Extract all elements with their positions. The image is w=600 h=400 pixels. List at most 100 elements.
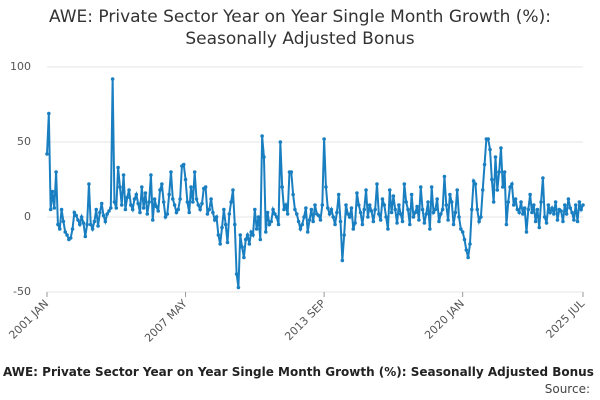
point xyxy=(568,206,573,210)
point xyxy=(220,225,224,230)
point xyxy=(304,206,308,210)
point xyxy=(522,206,527,210)
point xyxy=(229,200,233,204)
point xyxy=(453,210,458,215)
point xyxy=(223,222,228,227)
point xyxy=(502,170,507,174)
point xyxy=(561,219,565,224)
point xyxy=(207,207,212,212)
point xyxy=(418,185,423,189)
point xyxy=(386,227,390,231)
point xyxy=(185,200,190,204)
point xyxy=(464,248,469,252)
point xyxy=(214,215,219,219)
point xyxy=(521,212,525,216)
point xyxy=(530,210,534,215)
point xyxy=(375,182,379,186)
point xyxy=(130,207,135,212)
point xyxy=(196,203,201,207)
point xyxy=(500,185,505,189)
point xyxy=(57,227,62,231)
point xyxy=(269,219,274,224)
point xyxy=(577,200,582,204)
point xyxy=(548,210,552,215)
point xyxy=(417,218,421,222)
point xyxy=(134,192,139,197)
point xyxy=(564,212,569,216)
point xyxy=(253,207,257,212)
point xyxy=(129,203,133,207)
point xyxy=(225,240,230,245)
point xyxy=(174,210,179,215)
point xyxy=(183,177,188,182)
point xyxy=(466,255,470,260)
point xyxy=(313,203,317,207)
point xyxy=(247,242,252,246)
point xyxy=(194,197,199,201)
point xyxy=(61,219,66,224)
point xyxy=(324,185,328,189)
point xyxy=(79,215,84,219)
point xyxy=(65,233,69,237)
point xyxy=(85,222,89,227)
point xyxy=(78,222,82,227)
point xyxy=(216,233,221,237)
point xyxy=(486,137,490,141)
point xyxy=(513,197,518,201)
point xyxy=(406,207,410,212)
point xyxy=(245,233,250,237)
x-tick-label: 2007 MAY xyxy=(142,297,190,345)
point xyxy=(63,230,68,234)
point xyxy=(535,207,540,212)
point xyxy=(542,215,547,219)
point xyxy=(398,212,403,216)
point xyxy=(389,210,394,215)
point xyxy=(446,218,450,222)
point xyxy=(493,155,498,159)
point xyxy=(192,170,197,174)
point xyxy=(189,185,193,189)
point xyxy=(570,210,574,215)
point xyxy=(482,162,487,167)
point xyxy=(318,218,323,222)
point xyxy=(271,207,275,212)
point xyxy=(294,212,299,216)
point xyxy=(572,218,576,222)
point xyxy=(367,203,372,207)
point xyxy=(309,207,314,212)
point xyxy=(76,218,80,222)
point xyxy=(242,255,246,260)
point xyxy=(331,215,336,219)
y-tick-label: 100 xyxy=(10,60,31,73)
point xyxy=(70,227,75,231)
point xyxy=(459,227,463,231)
point xyxy=(234,272,239,276)
point xyxy=(546,203,551,207)
point xyxy=(203,185,208,189)
point xyxy=(132,197,137,201)
point xyxy=(444,203,449,207)
point xyxy=(435,197,439,201)
point xyxy=(497,170,501,174)
point xyxy=(291,192,295,197)
point xyxy=(112,200,117,204)
point xyxy=(98,210,102,215)
point xyxy=(143,191,148,195)
point xyxy=(284,203,288,207)
point xyxy=(83,234,88,239)
point xyxy=(205,212,210,216)
point xyxy=(460,230,465,234)
point xyxy=(48,207,53,212)
point xyxy=(524,230,529,234)
point xyxy=(506,200,511,204)
y-tick-label: 50 xyxy=(17,135,31,148)
point xyxy=(431,210,436,215)
point xyxy=(258,237,263,242)
point xyxy=(150,218,155,222)
point xyxy=(469,207,474,212)
point xyxy=(329,207,334,212)
point xyxy=(426,200,430,204)
point xyxy=(167,192,171,197)
point xyxy=(59,207,64,212)
